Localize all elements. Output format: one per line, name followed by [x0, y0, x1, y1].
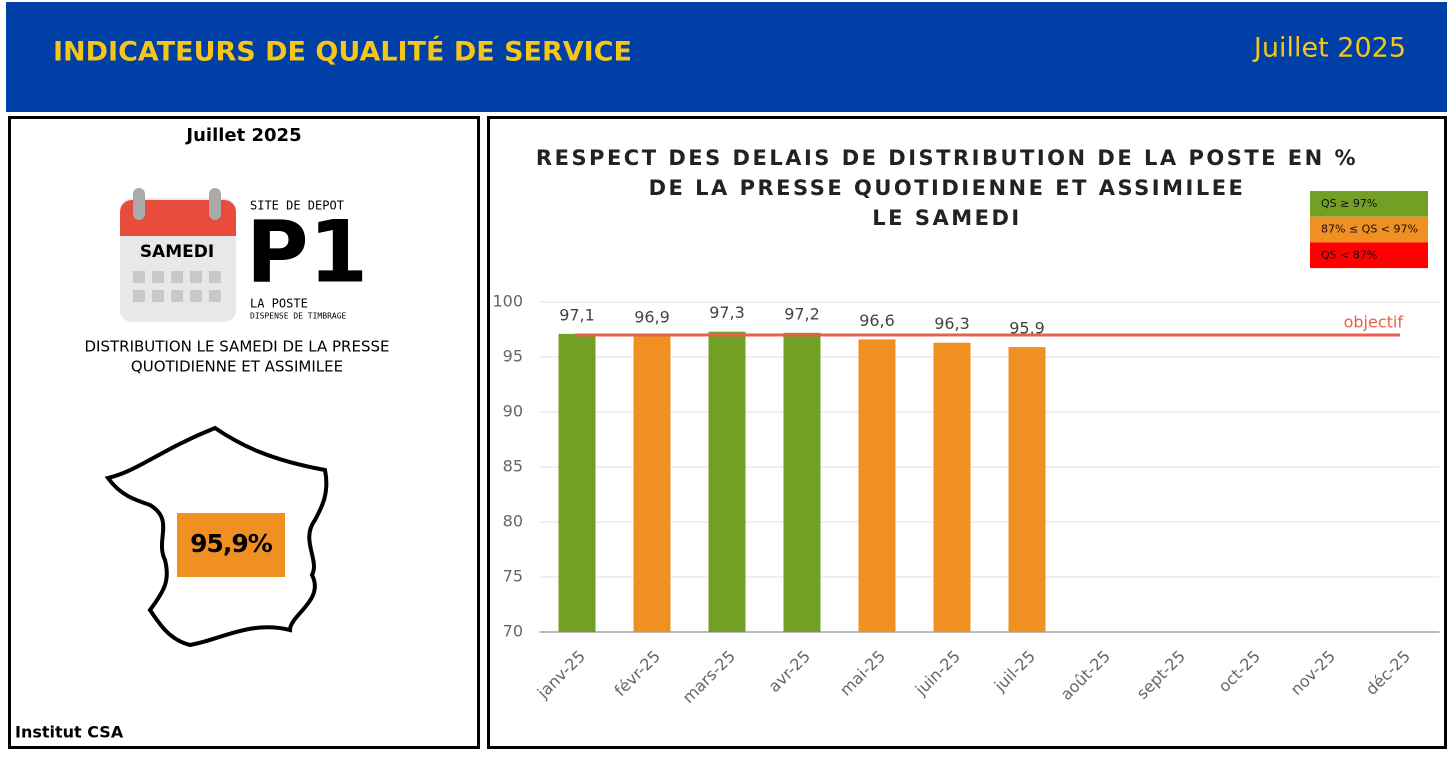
value-label: 97,1 — [559, 305, 595, 324]
y-tick-label: 100 — [492, 292, 523, 311]
bar — [933, 342, 971, 632]
legend-swatch — [1310, 191, 1428, 217]
bar — [858, 339, 896, 632]
x-tick-label: avr-25 — [765, 647, 814, 696]
kpi-value: 95,9% — [190, 529, 273, 558]
site-code: P1 — [246, 202, 368, 302]
y-tick-label: 80 — [503, 512, 523, 531]
value-label: 96,3 — [934, 314, 970, 333]
y-tick-label: 75 — [503, 567, 523, 586]
bar — [558, 333, 596, 632]
x-tick-label: mai-25 — [836, 647, 889, 700]
site-name: LA POSTE — [250, 297, 308, 311]
header-period: Juillet 2025 — [1252, 33, 1406, 64]
site-label: SITE DE DEPOT — [250, 199, 344, 213]
value-label: 96,6 — [859, 311, 895, 330]
bar — [1008, 347, 1046, 632]
site-note: DISPENSE DE TIMBRAGE — [250, 312, 347, 321]
y-tick-label: 85 — [503, 457, 523, 476]
kpi-box — [177, 513, 285, 577]
legend-swatch — [1310, 216, 1428, 243]
target-label: objectif — [1344, 313, 1404, 332]
y-tick-label: 90 — [503, 402, 523, 421]
bar — [633, 336, 671, 632]
value-label: 96,9 — [634, 308, 670, 327]
left-panel — [8, 116, 480, 749]
y-tick-label: 95 — [503, 347, 523, 366]
x-tick-label: août-25 — [1057, 647, 1114, 704]
x-tick-label: juil-25 — [990, 647, 1039, 696]
bar — [783, 332, 821, 632]
legend-swatch — [1310, 242, 1428, 269]
value-label: 95,9 — [1009, 319, 1045, 338]
y-tick-label: 70 — [503, 622, 523, 641]
value-label: 97,3 — [709, 303, 745, 322]
header-band — [6, 2, 1447, 112]
x-tick-label: déc-25 — [1362, 647, 1414, 699]
calendar-day: SAMEDI — [140, 242, 214, 262]
description-line: QUOTIDIENNE ET ASSIMILEE — [131, 358, 343, 376]
x-tick-label: oct-25 — [1215, 647, 1264, 696]
chart: RESPECT DES DELAIS DE DISTRIBUTION DE LA… — [492, 146, 1440, 707]
calendar-icon — [120, 188, 236, 322]
x-tick-label: févr-25 — [611, 647, 664, 700]
chart-panel — [487, 116, 1447, 749]
legend-label: 87% ≤ QS < 97% — [1321, 223, 1418, 236]
panel-period: Juillet 2025 — [184, 125, 301, 146]
x-tick-label: mars-25 — [679, 647, 739, 707]
description-line: DISTRIBUTION LE SAMEDI DE LA PRESSE — [85, 338, 390, 356]
bar — [708, 331, 746, 632]
header-title: INDICATEURS DE QUALITÉ DE SERVICE — [53, 36, 632, 68]
x-tick-label: nov-25 — [1287, 647, 1339, 699]
legend-label: QS ≥ 97% — [1321, 197, 1377, 210]
chart-title: LE SAMEDI — [872, 206, 1021, 230]
x-tick-label: sept-25 — [1133, 647, 1189, 703]
chart-title: RESPECT DES DELAIS DE DISTRIBUTION DE LA… — [536, 146, 1358, 170]
source: Institut CSA — [15, 723, 124, 742]
x-tick-label: juin-25 — [911, 647, 964, 700]
chart-title: DE LA PRESSE QUOTIDIENNE ET ASSIMILEE — [649, 176, 1246, 200]
legend-label: QS < 87% — [1321, 248, 1377, 261]
value-label: 97,2 — [784, 304, 820, 323]
x-tick-label: janv-25 — [533, 647, 589, 703]
france-map — [104, 425, 329, 648]
